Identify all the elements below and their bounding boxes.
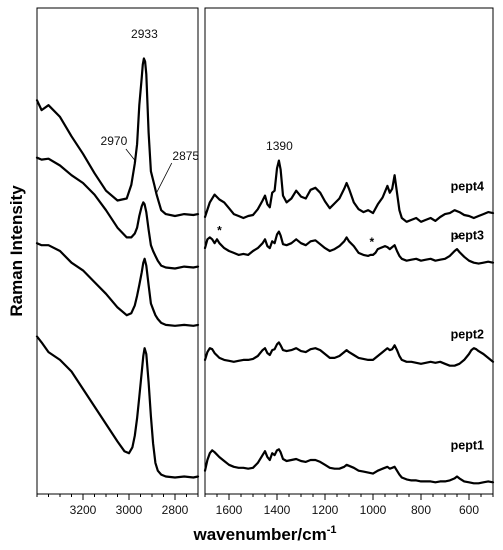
trace-pept4-low bbox=[203, 159, 495, 223]
trace-pept3-low bbox=[203, 230, 495, 265]
x-ticks-high: 3200 3000 2800 bbox=[36, 494, 199, 517]
tick-label-600: 600 bbox=[459, 503, 479, 517]
tick-label-3200: 3200 bbox=[70, 503, 97, 517]
asterisk-1640: * bbox=[217, 223, 222, 237]
peak-label-2875: 2875 bbox=[172, 149, 199, 163]
trace-pept2-low bbox=[203, 341, 495, 367]
x-axis-title-main: wavenumber/cm bbox=[192, 525, 326, 544]
trace-pept1-high bbox=[35, 335, 200, 479]
tick-label-1400: 1400 bbox=[264, 503, 291, 517]
series-label-pept3: pept3 bbox=[451, 228, 484, 242]
series-label-pept2: pept2 bbox=[451, 327, 484, 341]
peak-label-2933: 2933 bbox=[131, 27, 158, 41]
tick-label-1000: 1000 bbox=[360, 503, 387, 517]
x-axis-title-sup: -1 bbox=[327, 524, 337, 536]
annotations: pept4 pept3 pept2 pept1 2933 2970 2875 1390 * * * bbox=[101, 27, 484, 452]
y-axis-title: Raman Intensity bbox=[7, 185, 26, 317]
series-label-pept1: pept1 bbox=[451, 438, 484, 452]
x-axis-title: wavenumber/cm-1 bbox=[192, 524, 336, 544]
tick-label-800: 800 bbox=[411, 503, 431, 517]
x-ticks-low: 1600 1400 1200 1000 800 600 bbox=[204, 494, 494, 517]
trace-pept1-low bbox=[203, 448, 495, 485]
tick-label-1600: 1600 bbox=[216, 503, 243, 517]
asterisk-1005: * bbox=[369, 235, 374, 249]
tick-label-3000: 3000 bbox=[116, 503, 143, 517]
trace-pept4-high bbox=[35, 57, 200, 218]
tick-label-1200: 1200 bbox=[312, 503, 339, 517]
trace-pept3-high bbox=[35, 156, 200, 270]
traces bbox=[35, 57, 495, 485]
asterisk-650: * bbox=[455, 232, 460, 246]
trace-pept2-high bbox=[35, 242, 200, 327]
tick-label-2800: 2800 bbox=[162, 503, 189, 517]
series-label-pept4: pept4 bbox=[451, 180, 484, 194]
peak-label-1390: 1390 bbox=[266, 139, 293, 153]
leader-2875 bbox=[156, 162, 173, 193]
leader-2970 bbox=[125, 148, 137, 162]
panel-frame-low bbox=[204, 7, 494, 495]
peak-label-2970: 2970 bbox=[101, 134, 128, 148]
